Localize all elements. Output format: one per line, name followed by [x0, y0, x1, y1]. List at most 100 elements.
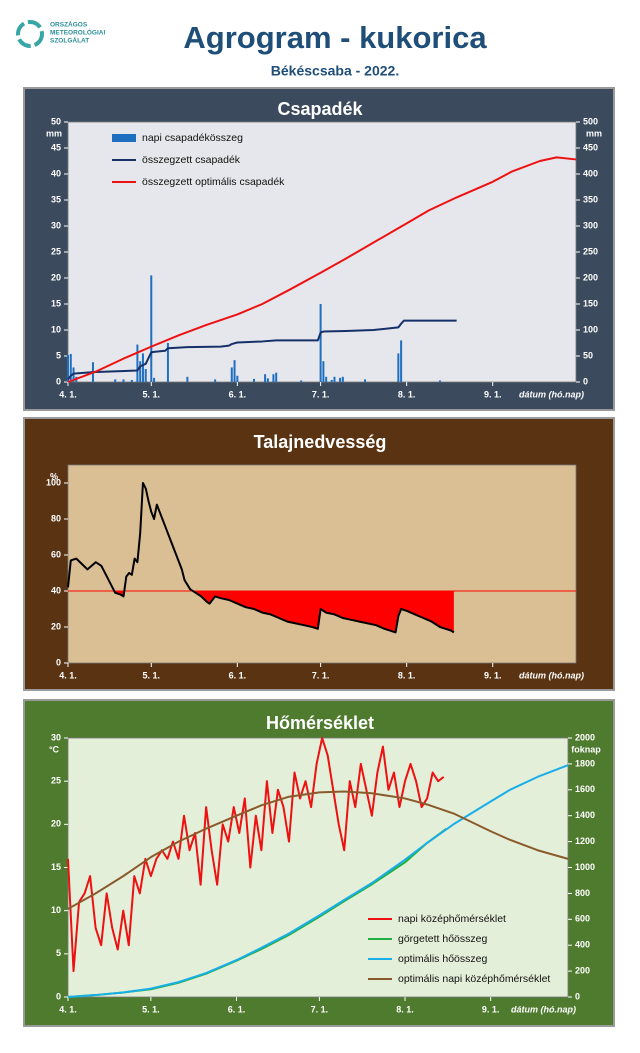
bar [186, 376, 189, 382]
y2-tick-label: 400 [575, 940, 590, 950]
bar [150, 275, 153, 382]
bar [69, 353, 72, 382]
y-tick-label: 20 [51, 272, 61, 282]
y-tick-label: 0 [56, 376, 61, 386]
chart-panel: Talajnedvesség 0 20 40 60 80 100 4. 1. 5. 1. 6. 1… [23, 417, 615, 691]
y2-tick-label: 800 [575, 888, 590, 898]
y-tick-label: 10 [51, 905, 61, 915]
legend-label: optimális hőösszeg [398, 953, 487, 965]
y-tick-label: 50 [51, 116, 61, 126]
x-tick-label: 9. 1. [484, 389, 502, 399]
legend-label: napi csapadékösszeg [142, 132, 243, 144]
y-tick-label: 30 [51, 220, 61, 230]
plot-area [67, 737, 569, 998]
bar [300, 380, 303, 382]
x-tick-label: 9. 1. [482, 1004, 500, 1014]
bar [319, 304, 322, 382]
x-tick-label: 7. 1. [312, 670, 330, 680]
y2-axis-label: foknap [571, 744, 601, 754]
bar [130, 379, 133, 382]
plot-area [67, 121, 577, 383]
y2-tick-label: 200 [575, 965, 590, 975]
y-tick-label: 5 [56, 350, 61, 360]
bar [136, 344, 139, 382]
y2-tick-label: 200 [583, 272, 598, 282]
y2-tick-label: 0 [583, 376, 588, 386]
x-tick-label: 5. 1. [143, 670, 161, 680]
y2-tick-label: 300 [583, 220, 598, 230]
bar [141, 353, 144, 382]
bar [400, 340, 403, 382]
bar [330, 379, 333, 382]
bar [233, 360, 236, 382]
y2-tick-label: 450 [583, 142, 598, 152]
y2-axis-label: mm [586, 128, 602, 138]
y-tick-label: 45 [51, 142, 61, 152]
x-tick-label: 8. 1. [398, 670, 416, 680]
bar [166, 343, 169, 382]
x-tick-label: 5. 1. [143, 389, 161, 399]
y2-tick-label: 500 [583, 116, 598, 126]
bar [275, 372, 278, 382]
y-tick-label: 25 [51, 246, 61, 256]
x-tick-label: 6. 1. [229, 389, 247, 399]
bar [266, 378, 269, 382]
bar [230, 367, 233, 382]
y2-tick-label: 1200 [575, 836, 595, 846]
x-tick-label: 9. 1. [484, 670, 502, 680]
x-tick-label: 6. 1. [229, 670, 247, 680]
bar [122, 379, 125, 382]
y2-tick-label: 50 [583, 350, 593, 360]
y2-tick-label: 400 [583, 168, 598, 178]
bar [252, 378, 255, 382]
series-line [67, 156, 577, 383]
y-axis-label: % [50, 471, 58, 481]
y-tick-label: 80 [51, 513, 61, 523]
x-tick-label: 4. 1. [59, 670, 77, 680]
x-tick-label: 8. 1. [396, 1004, 414, 1014]
x-tick-label: 8. 1. [398, 389, 416, 399]
x-tick-label: 7. 1. [312, 389, 330, 399]
logo-text: ORSZÁGOS [50, 20, 88, 29]
series-line [67, 737, 445, 973]
legend-label: görgetett hőösszeg [398, 933, 487, 945]
x-axis-label: dátum (hó.nap) [519, 389, 584, 399]
bar [144, 369, 147, 382]
bar [322, 361, 325, 382]
page-title: Agrogram - kukorica [183, 20, 487, 55]
bar [67, 354, 69, 382]
page-subtitle: Békéscsaba - 2022. [271, 63, 399, 79]
y2-tick-label: 150 [583, 298, 598, 308]
y-tick-label: 15 [51, 862, 61, 872]
x-tick-label: 6. 1. [228, 1004, 246, 1014]
x-tick-label: 7. 1. [311, 1004, 329, 1014]
bar [364, 379, 367, 382]
bar [397, 353, 400, 382]
y2-tick-label: 1800 [575, 758, 595, 768]
logo-text: SZOLGÁLAT [50, 36, 89, 45]
bar [339, 377, 342, 382]
logo-text: METEOROLÓGIAI [50, 28, 105, 37]
y-tick-label: 100 [46, 477, 61, 487]
legend-label: napi középhőmérséklet [398, 913, 506, 925]
series-line [67, 482, 455, 634]
x-tick-label: 4. 1. [59, 1004, 77, 1014]
y2-tick-label: 100 [583, 324, 598, 334]
chart-panel: Hőmérséklet 0 5 10 15 20 25 30 0 200 400 600 800 1000… [23, 699, 615, 1027]
series-line [67, 319, 457, 381]
chart-panel: Csapadék05101520253035404550050100150200… [23, 87, 615, 411]
y-tick-label: 10 [51, 324, 61, 334]
y-axis-label: mm [46, 128, 62, 138]
series-line [67, 790, 569, 910]
legend-swatch [112, 134, 136, 142]
legend-label: összegzett csapadék [142, 154, 241, 166]
bar [325, 376, 328, 382]
x-axis-label: dátum (hó.nap) [511, 1004, 576, 1014]
y2-tick-label: 1600 [575, 784, 595, 794]
y2-tick-label: 250 [583, 246, 598, 256]
y-tick-label: 35 [51, 194, 61, 204]
legend-label: optimális napi középhőmérséklet [398, 973, 550, 985]
bar [264, 374, 267, 382]
logo: ORSZÁGOS METEOROLÓGIAI SZOLGÁLAT [16, 20, 105, 48]
